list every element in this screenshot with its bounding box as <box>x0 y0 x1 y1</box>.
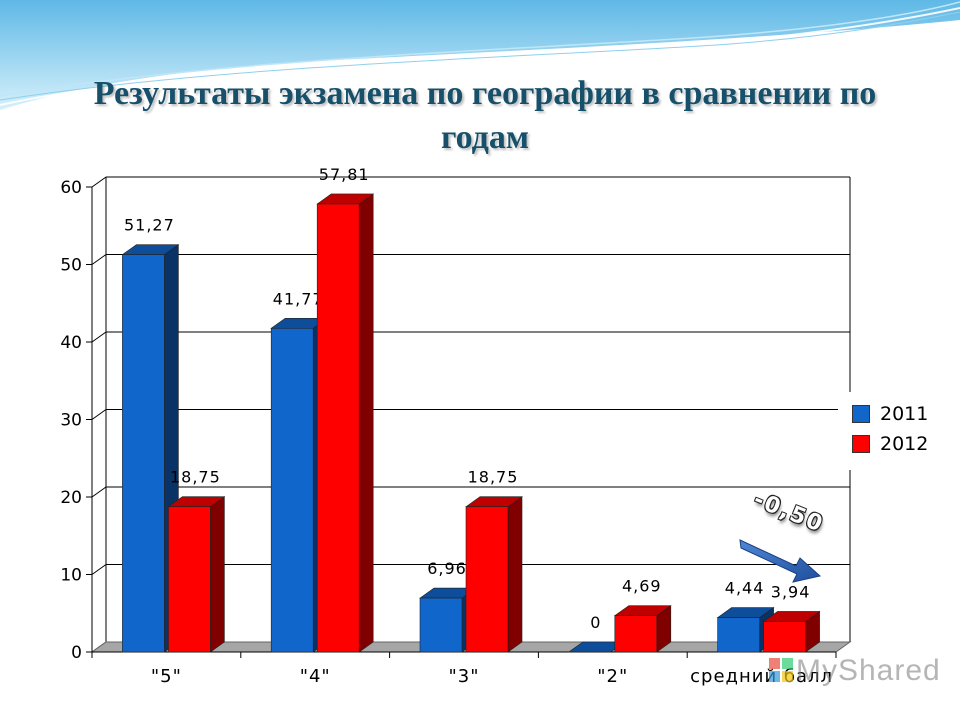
legend-label-2012: 2012 <box>880 433 929 455</box>
y-tick-label: 50 <box>60 256 82 276</box>
x-tick-label: "2" <box>597 666 628 687</box>
bar-2011-4 <box>717 617 760 653</box>
bar-2012-1 <box>316 203 360 653</box>
gridline-side <box>91 331 107 343</box>
gridline-side <box>91 254 107 265</box>
gridline-side <box>91 564 107 575</box>
bar-2012-0 <box>168 506 211 653</box>
y-tick-label: 0 <box>71 643 82 663</box>
gridline-side <box>91 486 107 498</box>
data-label: 4,44 <box>725 579 765 598</box>
y-tick-label: 40 <box>60 333 82 353</box>
y-tick-label: 30 <box>60 411 82 431</box>
watermark-text: MyShared <box>796 654 941 687</box>
legend-label-2011: 2011 <box>880 403 929 425</box>
y-tick-label: 10 <box>60 566 82 586</box>
x-tick-label: средний балл <box>690 666 833 687</box>
data-label: 6,96 <box>427 559 467 578</box>
x-tick-label: "5" <box>151 666 182 687</box>
data-label: 0 <box>590 613 601 632</box>
gridline-side <box>91 409 107 420</box>
bar-2012-3 <box>614 615 658 653</box>
watermark-logo: MyShared <box>768 654 941 688</box>
bar-2011-2 <box>419 597 463 653</box>
x-tick-label: "3" <box>448 666 479 687</box>
x-tick-label: "4" <box>300 666 331 687</box>
data-label: 18,75 <box>468 468 519 487</box>
chart-legend: 2011 2012 <box>838 392 950 470</box>
y-tick-label: 60 <box>60 178 82 198</box>
gridline-side <box>91 176 107 188</box>
myshared-logo-icon <box>768 657 794 683</box>
legend-swatch-2011 <box>852 405 870 423</box>
data-label: 4,69 <box>622 577 662 596</box>
legend-item-2011: 2011 <box>852 400 928 428</box>
bar-2012-2 <box>465 506 509 653</box>
bar-2011-1 <box>270 327 314 653</box>
data-label: 51,27 <box>124 216 175 235</box>
data-label: 18,75 <box>170 468 221 487</box>
bar-2012-4 <box>763 621 806 653</box>
y-tick-label: 20 <box>60 488 82 508</box>
bar-2011-0 <box>122 254 165 653</box>
legend-item-2012: 2012 <box>852 430 928 458</box>
data-label: 41,77 <box>273 289 324 308</box>
data-label: 57,81 <box>319 165 370 184</box>
page-title: Результаты экзамена по географии в сравн… <box>93 75 877 156</box>
data-label: 3,94 <box>771 582 811 601</box>
legend-swatch-2012 <box>852 435 870 453</box>
